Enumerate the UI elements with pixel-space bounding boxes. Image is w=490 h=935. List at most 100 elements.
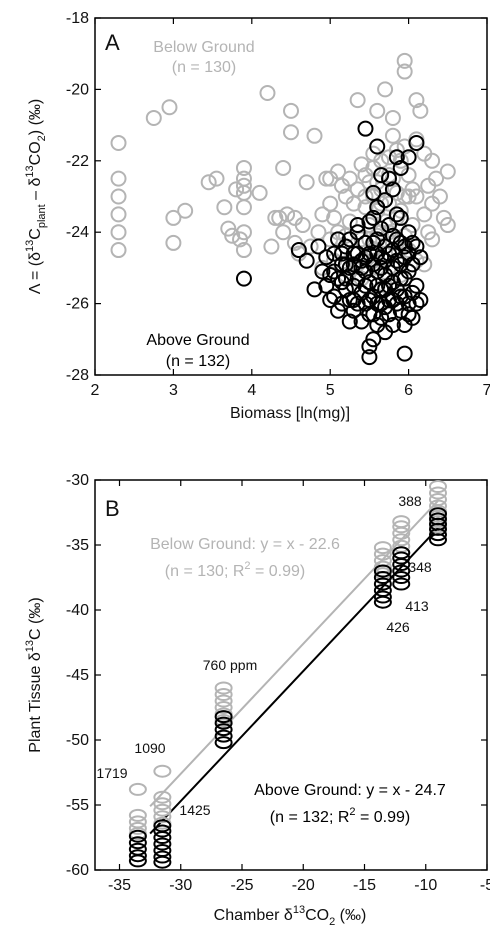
panel-b-y-tick-label: -55 xyxy=(66,797,89,814)
panel-a-point-above xyxy=(345,292,362,309)
panel-b-x-tick-label: -20 xyxy=(292,877,315,894)
panel-a-point-below xyxy=(110,134,127,151)
panel-a-point-below xyxy=(392,202,409,219)
panel-a-point-above xyxy=(388,206,405,223)
panel-a-point-below xyxy=(267,209,284,226)
panel-a-point-below xyxy=(283,124,299,141)
panel-a-point-below xyxy=(396,138,413,155)
panel-a-point-below xyxy=(235,199,252,216)
panel-b-point-above xyxy=(214,710,233,724)
panel-a-point-below xyxy=(333,177,350,194)
panel-a-point-below xyxy=(412,102,429,119)
panel-b-point-below xyxy=(429,486,447,500)
panel-b-point-below xyxy=(128,782,147,796)
panel-a-point-above xyxy=(408,134,425,151)
panel-a-point-above xyxy=(341,259,358,276)
panel-a-point-above xyxy=(326,263,343,280)
panel-a-point-below xyxy=(224,227,241,244)
panel-a-point-above xyxy=(396,238,413,255)
panel-a-point-above xyxy=(298,252,315,269)
panel-b-point-above xyxy=(128,836,147,850)
panel-a-point-above xyxy=(381,217,397,234)
panel-b-point-below xyxy=(128,821,147,835)
panel-a-point-below xyxy=(377,81,394,98)
panel-a-point-below xyxy=(318,170,335,187)
panel-a-point-below xyxy=(200,174,217,191)
panel-b-point-above xyxy=(392,571,411,584)
panel-b-point-below xyxy=(153,797,172,811)
panel-a-y-tick-label: -18 xyxy=(66,10,89,27)
panel-a-point-above xyxy=(330,302,347,319)
panel-a-point-above xyxy=(369,295,386,312)
panel-a-point-above xyxy=(365,209,382,226)
panel-a-point-below xyxy=(322,195,339,212)
panel-b-y-tick-label: -30 xyxy=(66,472,89,489)
panel-a-point-below xyxy=(357,167,374,184)
panel-a-point-below xyxy=(424,152,441,169)
panel-b-point-below xyxy=(153,803,172,817)
panel-a-point-below xyxy=(384,170,401,187)
panel-b-point-below xyxy=(153,810,172,824)
panel-b-below-equation: Below Ground: y = x - 22.6 xyxy=(150,536,340,553)
panel-a-y-label: Λ = (δ13Cplant – δ13CO2) (‰) xyxy=(24,99,48,294)
panel-a-point-below xyxy=(353,156,370,173)
panel-a-point-below xyxy=(439,163,456,180)
panel-a-point-below xyxy=(165,209,182,226)
panel-a-point-above xyxy=(369,245,386,262)
panel-a-y-tick-label: -28 xyxy=(66,367,89,384)
panel-a-point-above xyxy=(400,306,417,323)
panel-a-point-above xyxy=(365,331,382,348)
panel-a-point-below xyxy=(381,195,397,212)
panel-b-below-stats: (n = 130; R2 = 0.99) xyxy=(165,560,305,580)
panel-a-point-below xyxy=(279,206,296,223)
panel-a-y-tick-label: -26 xyxy=(66,296,89,313)
panel-a-x-tick-label: 5 xyxy=(326,382,335,399)
panel-b-group-label: 1425 xyxy=(179,802,210,818)
panel-a-point-above xyxy=(365,306,382,323)
panel-a-point-above xyxy=(373,167,390,184)
panel-b-point-above xyxy=(128,849,147,863)
panel-b-y-label: Plant Tissue δ13C (‰) xyxy=(24,597,44,752)
panel-a-point-below xyxy=(294,217,311,234)
panel-a-point-above xyxy=(357,277,374,294)
panel-a-point-below xyxy=(283,102,299,119)
panel-a-y-tick-label: -24 xyxy=(66,224,89,241)
panel-a-y-tick-label: -20 xyxy=(66,81,89,98)
panel-a-point-above xyxy=(349,295,366,312)
panel-a-point-below xyxy=(275,224,292,241)
panel-b-x-label: Chamber δ13CO2 (‰) xyxy=(214,904,367,928)
panel-b-point-above xyxy=(392,577,411,591)
panel-a-point-above xyxy=(361,245,378,262)
panel-a-point-below xyxy=(439,217,456,234)
panel-b-point-above xyxy=(373,595,392,609)
panel-b-point-above xyxy=(128,829,147,843)
panel-b-letter: B xyxy=(105,496,120,521)
panel-a-point-above xyxy=(384,292,401,309)
panel-a-point-below xyxy=(341,213,358,230)
panel-a-point-below xyxy=(235,159,252,176)
panel-a-point-above xyxy=(333,245,350,262)
panel-b-x-tick-label: -10 xyxy=(414,877,437,894)
panel-a-point-above xyxy=(322,292,339,309)
panel-a-x-tick-label: 7 xyxy=(483,382,490,399)
panel-b-point-above xyxy=(373,577,392,591)
panel-a-point-above xyxy=(388,252,405,269)
panel-a-point-above xyxy=(318,277,335,294)
panel-b-x-tick-label: -25 xyxy=(230,877,253,894)
panel-a-point-below xyxy=(110,242,127,259)
panel-a-frame xyxy=(94,17,488,376)
panel-a-point-below xyxy=(349,92,366,109)
panel-a-point-below xyxy=(420,224,437,241)
panel-b-point-below xyxy=(214,694,233,708)
panel-b-x-tick-label: -35 xyxy=(108,877,131,894)
panel-b-x-tick-label: -15 xyxy=(353,877,376,894)
panel-b-point-above xyxy=(373,590,392,604)
panel-a-point-below xyxy=(357,188,374,205)
panel-a-point-below xyxy=(298,174,315,191)
panel-a-point-below xyxy=(177,202,194,219)
panel-a-point-below xyxy=(377,245,394,262)
panel-b-y-tick-label: -50 xyxy=(66,732,89,749)
panel-a-point-above xyxy=(384,242,401,259)
panel-b-point-below xyxy=(392,533,411,547)
